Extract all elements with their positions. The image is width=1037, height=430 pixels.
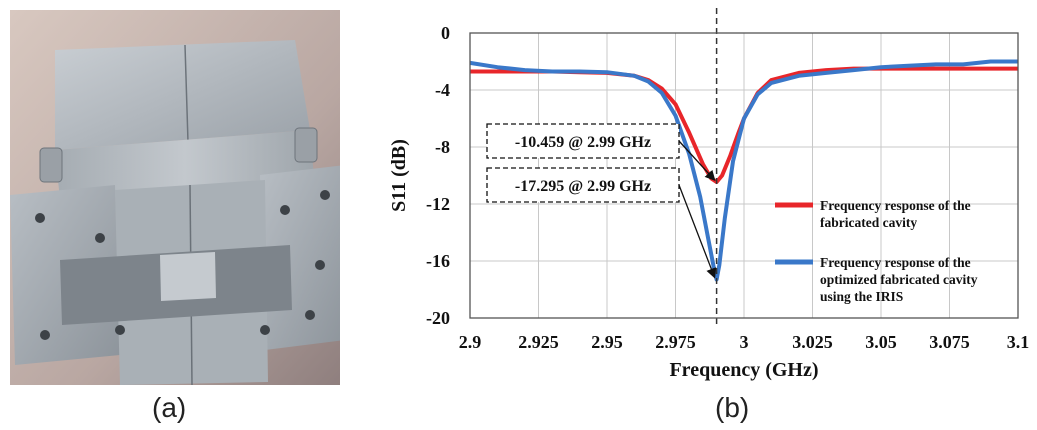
x-tick-label: 3.075 [929,332,970,352]
axes: 2.9 2.925 2.95 2.975 3 3.025 3.05 3.075 3.1 0 -4 -8… [388,23,1029,381]
legend-label-2: using the IRIS [820,289,903,304]
annotation-box-2 [486,167,680,203]
annotation-arrow-1 [678,140,716,182]
x-tick-label: 3.1 [1007,332,1030,352]
hole [40,330,50,340]
hole [95,233,105,243]
annotations: -10.459 @ 2.99 GHz -17.295 @ 2.99 GHz [486,8,718,324]
plot-frame [469,32,1019,319]
x-tick-label: 2.9 [459,332,482,352]
legend-label-2: Frequency response of the [820,255,971,270]
waveguide-iris [160,252,216,301]
panel-label-b: (b) [715,392,750,423]
annotation-box-1 [486,123,680,159]
cavity-seam-top [184,44,189,143]
annotation-label-2: -17.295 @ 2.99 GHz [515,178,651,195]
y-tick-label: -8 [435,137,450,157]
hole [320,190,330,200]
legend-label-2: optimized fabricated cavity [820,272,978,287]
cavity-top-face [55,40,310,150]
hole [260,325,270,335]
x-tick-label: 2.975 [655,332,696,352]
x-tick-label: 2.925 [518,332,559,352]
y-tick-label: -12 [426,194,450,214]
hole [305,310,315,320]
annotation-arrow-2 [678,184,717,279]
hole [280,205,290,215]
y-tick-label: -16 [426,251,450,271]
x-axis-title: Frequency (GHz) [669,359,818,381]
series [469,59,1018,282]
hole [315,260,325,270]
y-tick-label: -4 [435,80,450,100]
panel-label-a: (a) [152,392,187,423]
bolt-left [39,147,63,183]
x-tick-label: 3 [740,332,749,352]
s11-chart: -10.459 @ 2.99 GHz -17.295 @ 2.99 GHz 2.9… [388,8,1029,381]
legend-label-1: Frequency response of the [820,198,971,213]
x-tick-label: 2.95 [591,332,623,352]
bolt-right [294,127,318,163]
y-axis-title: S11 (dB) [388,139,410,212]
legend-label-1: fabricated cavity [820,215,917,230]
hole [115,325,125,335]
y-tick-label: -20 [426,308,450,328]
hole [35,213,45,223]
series-line-2 [469,59,1018,282]
x-tick-label: 3.025 [792,332,833,352]
x-tick-label: 3.05 [865,332,897,352]
cavity-photo [10,10,340,385]
legend: Frequency response of the fabricated cavi… [775,198,978,304]
annotation-label-1: -10.459 @ 2.99 GHz [515,134,651,151]
y-tick-label: 0 [441,23,450,43]
